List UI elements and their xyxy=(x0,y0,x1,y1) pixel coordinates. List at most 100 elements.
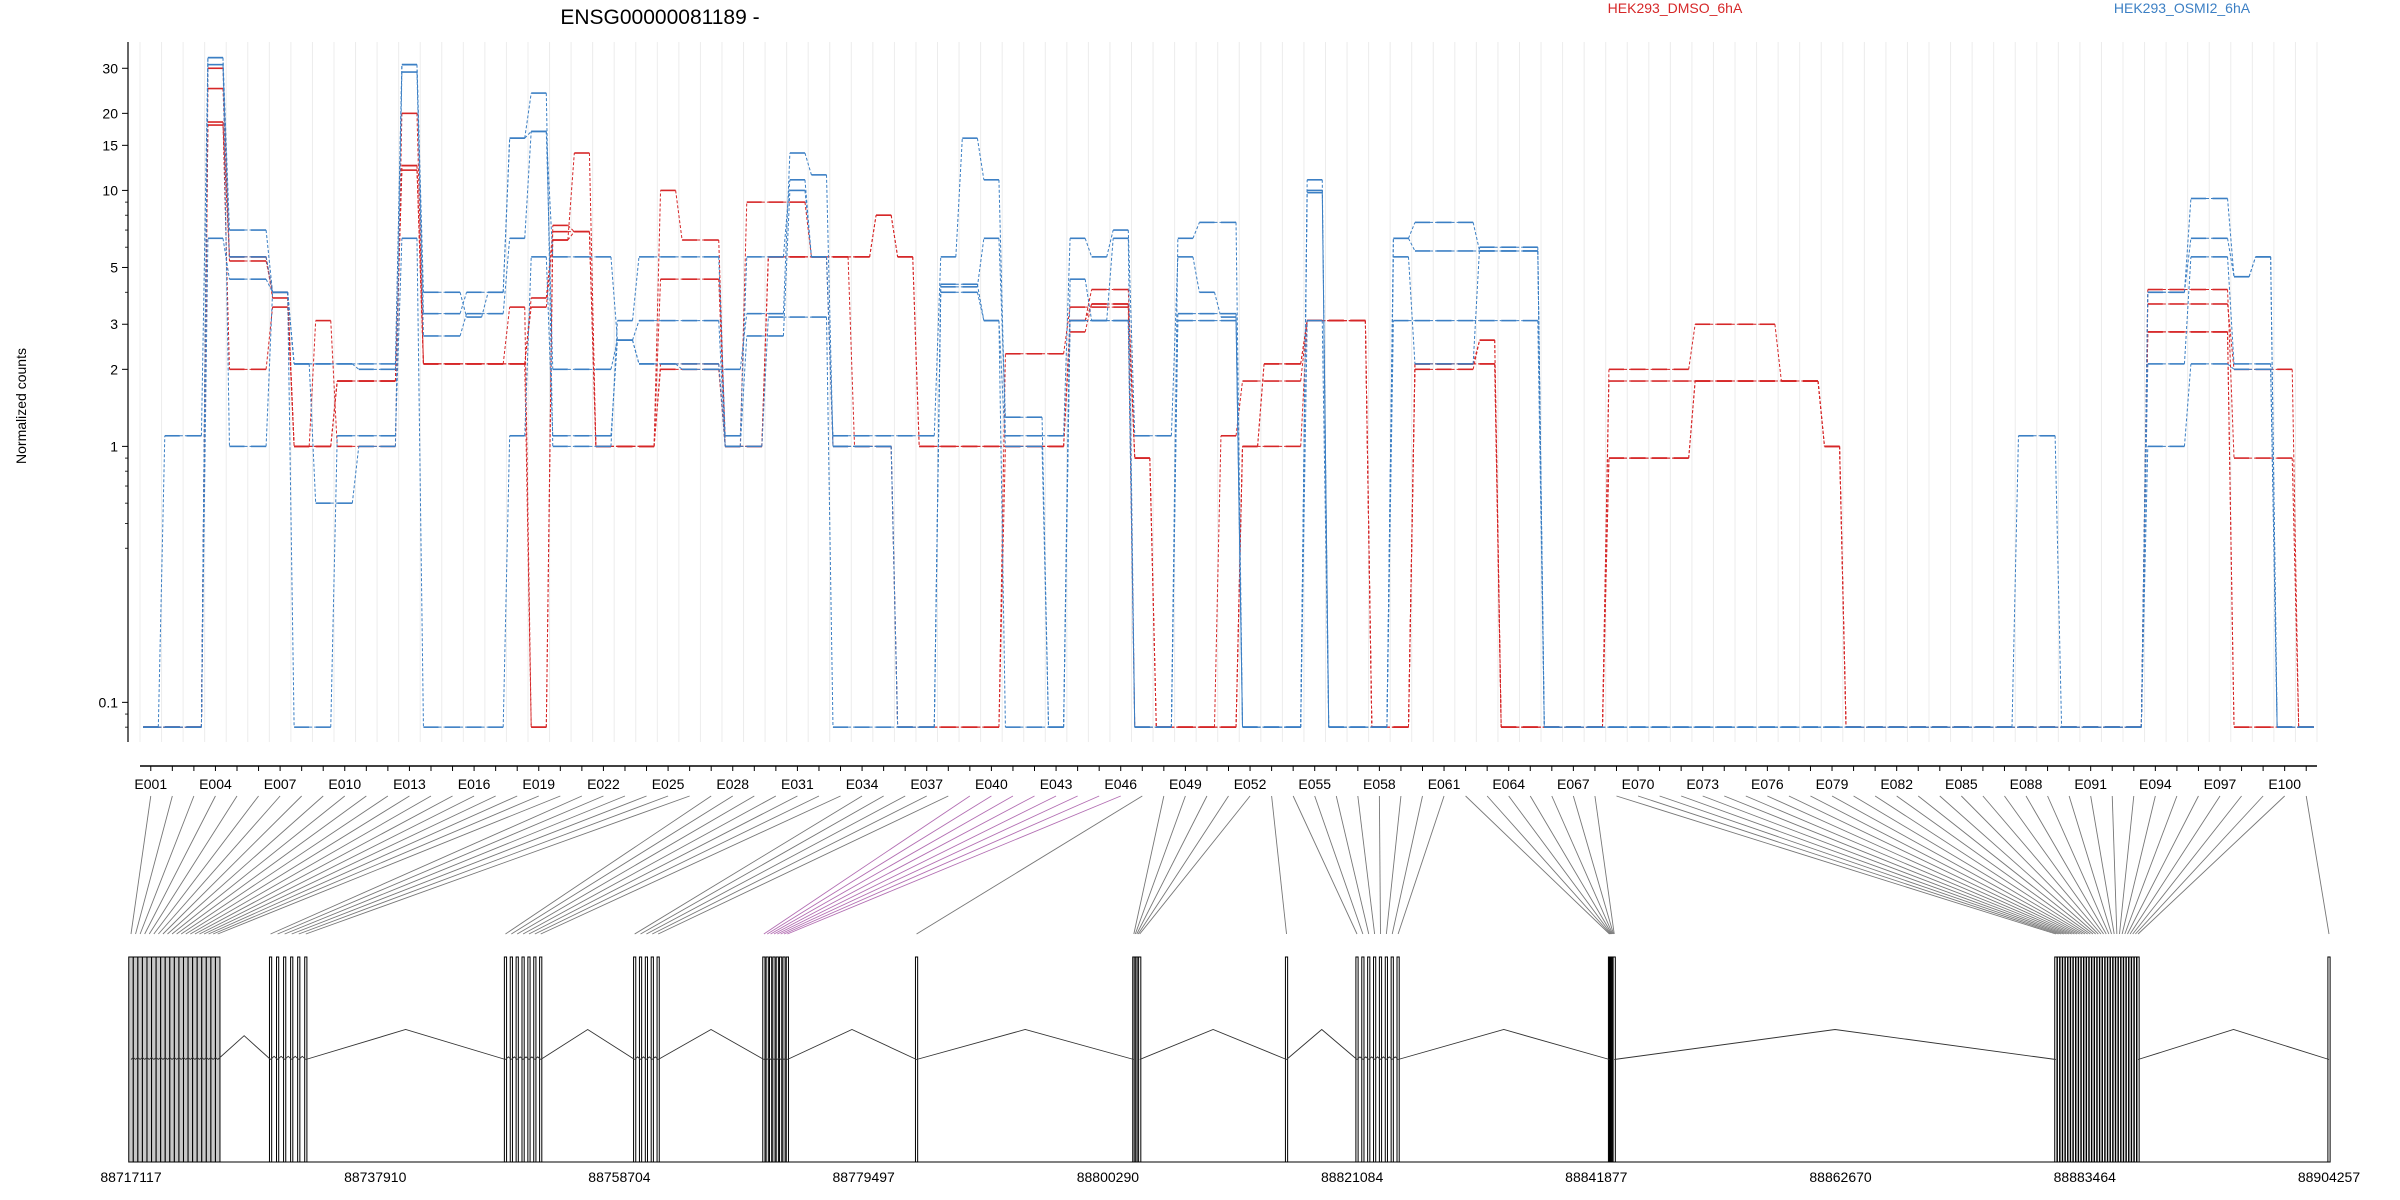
exon-connector xyxy=(528,795,798,935)
intron-chevron xyxy=(787,1029,917,1060)
exon-connector xyxy=(2135,795,2264,935)
series-connector xyxy=(545,93,554,447)
series-connector xyxy=(2183,238,2192,293)
exon-block xyxy=(2123,956,2127,1163)
exon-tick-label: E001 xyxy=(134,776,167,792)
series-connector xyxy=(265,256,274,293)
series-connector xyxy=(157,435,166,728)
exon-connector xyxy=(217,795,561,935)
series-connector xyxy=(675,363,683,370)
y-axis-label: Normalized counts xyxy=(13,348,29,464)
exon-connector xyxy=(1486,795,1611,935)
intron-chevron xyxy=(162,1056,168,1060)
exon-connector xyxy=(1136,795,1208,935)
exon-connector xyxy=(212,795,539,935)
intron-chevron xyxy=(144,1056,150,1060)
exon-connector xyxy=(1961,795,2099,935)
series-connector xyxy=(1235,380,1244,436)
intron-chevron xyxy=(203,1056,209,1060)
series-connector xyxy=(761,317,769,447)
genomic-tick-label: 88737910 xyxy=(344,1169,407,1185)
exon-block xyxy=(2067,956,2071,1163)
intron-chevron xyxy=(176,1056,182,1060)
series-connector xyxy=(739,335,748,447)
series-osmi2-5 xyxy=(143,56,2314,728)
series-connector xyxy=(632,340,640,365)
exon-axis: E001 E004 E007 E010 E013 E016 E019 E022 E025 E028… xyxy=(134,765,2317,792)
series-connector xyxy=(1235,222,1244,728)
exon-block xyxy=(2107,956,2111,1163)
exon-tick-label: E031 xyxy=(781,776,814,792)
exon-block xyxy=(2112,956,2116,1163)
series-connector xyxy=(782,190,791,336)
exon-connector xyxy=(1637,795,2059,935)
exon-connector xyxy=(634,795,863,935)
series-connector xyxy=(610,340,618,436)
exon-connector xyxy=(2025,795,2107,935)
series-connector xyxy=(1235,446,1244,728)
intron-chevron xyxy=(1368,1056,1375,1060)
intron-chevron xyxy=(185,1056,191,1060)
exon-connector xyxy=(916,795,1143,935)
intron-chevron xyxy=(199,1056,205,1060)
exon-connector xyxy=(1680,795,2064,935)
exon-connector xyxy=(2127,795,2199,935)
intron-chevron xyxy=(291,1055,300,1060)
series-connector xyxy=(222,57,230,231)
exon-tick-label: E022 xyxy=(587,776,620,792)
series-connector xyxy=(2227,256,2235,364)
series-connector xyxy=(1192,256,1200,293)
series-dmso-1 xyxy=(143,124,2314,728)
exon-connector xyxy=(2047,795,2110,935)
series-connector xyxy=(308,363,317,504)
intron-chevron xyxy=(305,1029,506,1060)
exon-connector xyxy=(763,795,971,935)
intron-chevron xyxy=(516,1056,524,1060)
series-connector xyxy=(502,138,511,293)
exon-connector xyxy=(185,795,410,935)
exon-connector xyxy=(1982,795,2102,935)
exon-tick-label: E058 xyxy=(1363,776,1396,792)
exon-tick-label: E055 xyxy=(1298,776,1331,792)
series-connector xyxy=(1537,250,1545,728)
series-connector xyxy=(1235,320,1244,728)
series-connector xyxy=(826,256,834,447)
intron-chevron xyxy=(646,1056,653,1060)
series-osmi2-6 xyxy=(143,56,2314,728)
exon-connector xyxy=(1831,795,2083,935)
series-connector xyxy=(1300,320,1308,364)
exon-connector xyxy=(1314,795,1364,935)
exon-block xyxy=(2115,956,2119,1163)
exon-connector xyxy=(270,795,583,935)
y-tick-label: 10 xyxy=(102,182,118,198)
exon-block xyxy=(2062,956,2066,1163)
exon-connector xyxy=(522,795,777,935)
exon-tick-label: E013 xyxy=(393,776,426,792)
exon-connector xyxy=(773,795,1035,935)
series-connector xyxy=(653,363,662,447)
series-connector xyxy=(1084,289,1093,321)
series-connector xyxy=(1537,320,1545,728)
series-connector xyxy=(1106,229,1114,257)
intron-chevron xyxy=(916,1029,1134,1060)
series-connector xyxy=(718,369,726,447)
intron-chevron xyxy=(780,1057,785,1060)
intron-chevron xyxy=(657,1028,765,1060)
series-connector xyxy=(847,256,856,447)
series-connector xyxy=(1321,320,1330,728)
series-connector xyxy=(653,190,662,447)
series-connector xyxy=(653,279,662,447)
exon-tick-label: E040 xyxy=(975,776,1008,792)
series-connector xyxy=(1063,320,1071,728)
exon-block xyxy=(2083,956,2087,1163)
intron-chevron xyxy=(208,1056,214,1060)
series-connector xyxy=(567,231,575,241)
exon-tick-label: E043 xyxy=(1040,776,1073,792)
series-connector xyxy=(1300,320,1308,382)
exon-tick-label: E091 xyxy=(2074,776,2107,792)
series-connector xyxy=(308,320,317,447)
genomic-tick-label: 88717117 xyxy=(100,1169,161,1185)
series-connector xyxy=(502,307,511,364)
series-connector xyxy=(567,225,575,233)
exon-connector xyxy=(144,795,216,935)
